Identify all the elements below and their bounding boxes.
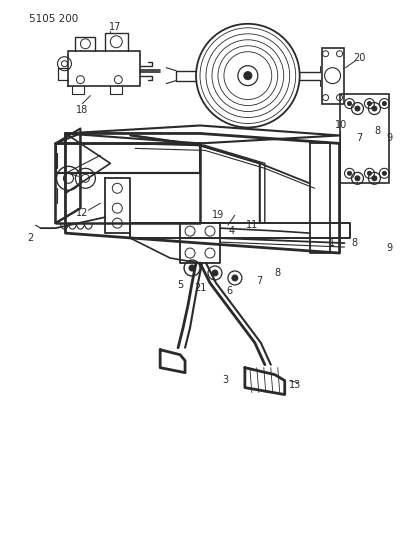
Text: 8: 8	[351, 238, 357, 248]
Circle shape	[382, 102, 386, 106]
Circle shape	[244, 71, 252, 79]
Text: 5105 200: 5105 200	[29, 14, 78, 24]
Bar	[339, 94, 389, 183]
Text: 1: 1	[328, 238, 335, 248]
Text: 17: 17	[109, 22, 122, 32]
Text: 4: 4	[229, 226, 235, 236]
Text: 19: 19	[212, 210, 224, 220]
Circle shape	[232, 275, 238, 281]
Bar	[322, 48, 344, 103]
Text: 8: 8	[375, 126, 381, 136]
Text: 7: 7	[257, 276, 263, 286]
Text: 8: 8	[275, 268, 281, 278]
Circle shape	[189, 265, 195, 271]
Circle shape	[355, 106, 360, 111]
Text: 3: 3	[222, 375, 228, 385]
Text: 9: 9	[386, 133, 392, 143]
Circle shape	[368, 171, 371, 175]
Text: 20: 20	[353, 53, 366, 63]
Circle shape	[348, 102, 352, 106]
Circle shape	[372, 176, 377, 181]
Text: 2: 2	[27, 233, 34, 243]
Circle shape	[348, 171, 352, 175]
Text: 9: 9	[386, 243, 392, 253]
Text: 6: 6	[227, 286, 233, 296]
Circle shape	[368, 102, 371, 106]
Text: 7: 7	[356, 133, 363, 143]
Text: 11: 11	[246, 220, 258, 230]
Text: 10: 10	[335, 120, 348, 131]
Circle shape	[382, 171, 386, 175]
Text: 12: 12	[76, 208, 89, 218]
Circle shape	[212, 270, 218, 276]
Circle shape	[355, 176, 360, 181]
Text: 5: 5	[177, 280, 183, 290]
Text: 13: 13	[288, 379, 301, 390]
Text: 18: 18	[76, 104, 89, 115]
Text: 21: 21	[194, 283, 206, 293]
Circle shape	[372, 106, 377, 111]
